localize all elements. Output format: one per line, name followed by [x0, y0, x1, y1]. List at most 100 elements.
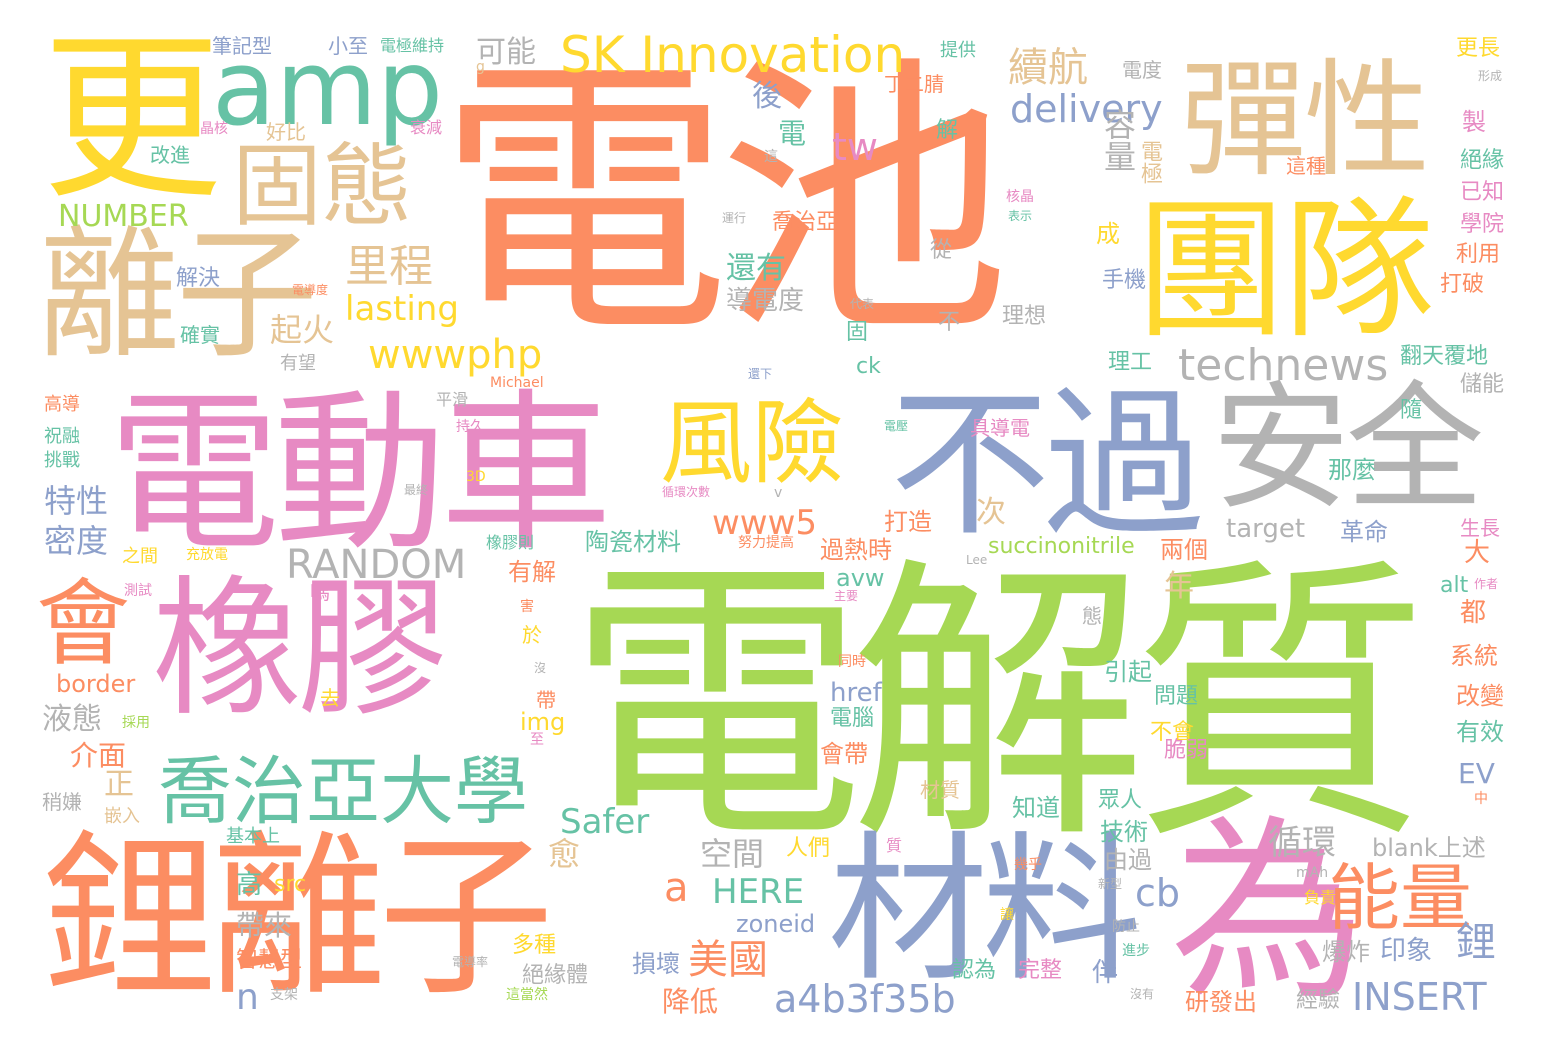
- word-gao: 高: [236, 870, 263, 900]
- word-xingcheng: 形成: [1478, 69, 1503, 83]
- word-jingyan: 經驗: [1296, 988, 1341, 1013]
- word-dianjiweichi: 電極維持: [380, 36, 445, 55]
- word-hou: 後: [752, 79, 782, 114]
- word-chijiu: 持久: [456, 419, 484, 435]
- word-haobi: 好比: [266, 120, 306, 144]
- word-dailai: 帶來: [236, 909, 293, 942]
- word-qiaozhiya: 喬治亞: [772, 210, 839, 235]
- word-nengliang: 能量: [1328, 856, 1473, 940]
- word-zhijian: 之間: [122, 546, 158, 567]
- word-zhong: 中: [1474, 791, 1488, 807]
- word-yougua: 由過: [1104, 846, 1152, 874]
- word-tongshi: 同時: [838, 654, 866, 670]
- word-tuandui: 團隊: [1135, 182, 1435, 359]
- word-shengzhang: 生長: [1460, 516, 1500, 540]
- word-buhui: 不會: [1150, 720, 1195, 745]
- word-nian: 年: [1164, 569, 1194, 604]
- word-zuizhong: 最終: [404, 483, 429, 497]
- word-lilizi: 鋰離子: [42, 815, 554, 1020]
- word-fantianfudi: 翻天覆地: [1400, 344, 1489, 369]
- word-v: v: [774, 485, 783, 501]
- word-ban: 伴: [1092, 958, 1119, 988]
- word-dian: 電: [778, 117, 807, 150]
- word-biaoshi: 表示: [1008, 209, 1033, 223]
- word-diandaolv: 電導率: [452, 955, 489, 969]
- word-kongjian: 空間: [700, 835, 765, 873]
- word-zoneid: zoneid: [736, 910, 816, 938]
- word-wanzheng: 完整: [1018, 958, 1063, 983]
- word-yizhi: 已知: [1460, 180, 1505, 205]
- word-sk-innovation: SK Innovation: [560, 26, 906, 84]
- word-michael: Michael: [490, 375, 544, 391]
- word-ligong: 理工: [1108, 350, 1153, 375]
- word-gaijin: 改進: [150, 143, 190, 167]
- word-avw: avw: [836, 564, 885, 592]
- word-buguo: 不過: [890, 371, 1204, 558]
- word-keneng: 可能: [476, 35, 536, 70]
- word-diandongche: 電動車: [108, 373, 612, 574]
- word-xunhuancishu: 循環次數: [662, 485, 711, 499]
- word-chongfangdian: 充放電: [186, 547, 228, 563]
- word-www5: www5: [712, 503, 818, 543]
- word-mei: 沒: [534, 661, 547, 675]
- word-dazao: 打造: [884, 508, 932, 536]
- word-yu2: 於: [522, 623, 542, 647]
- word-tanxing: 彈性: [1180, 47, 1430, 194]
- word-wwwphp: wwwphp: [368, 332, 543, 378]
- word-jinghe: 晶核: [200, 121, 228, 137]
- word-li: 鋰: [1456, 919, 1496, 965]
- word-midu: 密度: [44, 522, 109, 560]
- word-zhijia: 支架: [270, 987, 298, 1003]
- word-tai: 態: [1082, 604, 1102, 628]
- word-cuiruo: 脆弱: [1164, 738, 1209, 763]
- word-xiaozhi: 小至: [328, 34, 368, 58]
- word-yinqi: 引起: [1104, 658, 1152, 686]
- word-xiangjiao: 橡膠: [152, 563, 448, 737]
- word-jiangdi: 降低: [662, 985, 719, 1018]
- word-xuhang: 續航: [1008, 45, 1088, 91]
- word-judaodian: 具導電: [970, 416, 1030, 440]
- word-gaodao: 高導: [44, 394, 80, 415]
- word-dianchi: 電池: [438, 32, 1010, 372]
- word-baozha: 爆炸: [1322, 938, 1370, 966]
- word-sui: 隨: [1400, 398, 1423, 423]
- word-zhuyao: 主要: [834, 589, 859, 603]
- word-delivery: delivery: [1010, 87, 1163, 131]
- word-guoreshi: 過熱時: [820, 536, 892, 564]
- word-gengzhang: 更長: [1456, 36, 1501, 61]
- word-mah: mAh: [1296, 865, 1329, 881]
- word-number: NUMBER: [58, 199, 189, 234]
- word-zhidao: 知道: [1012, 794, 1060, 822]
- word-meiyou: 沒有: [1130, 987, 1155, 1001]
- word-huanxia: 還下: [748, 367, 773, 381]
- word-name: 那麼: [1328, 456, 1376, 484]
- word-fangzhi: 防止: [1112, 919, 1140, 935]
- word-jie: 解: [936, 118, 959, 143]
- word-zhezhong: 這種: [1286, 154, 1326, 178]
- word-dai: 帶: [536, 688, 556, 712]
- word-anquan: 安全: [1212, 368, 1484, 529]
- word-dianjiezhi: 電解質: [568, 533, 1428, 878]
- word-qu: 去: [320, 686, 340, 710]
- word-n: n: [236, 977, 259, 1018]
- word-target: target: [1226, 514, 1306, 544]
- word-ma: 嗎: [310, 580, 330, 604]
- word-jishu: 技術: [1100, 818, 1148, 846]
- word-src: src: [274, 872, 307, 897]
- word-technews: technews: [1178, 340, 1389, 391]
- word-jinbu: 進步: [1122, 943, 1150, 959]
- word-qihuo: 起火: [270, 311, 335, 349]
- word-gutai: 固態: [232, 134, 412, 239]
- word-geng: 更: [42, 15, 223, 224]
- word-hai: 害: [520, 599, 534, 615]
- word-zhe: 這: [764, 149, 778, 165]
- word-diandaodu: 電導度: [292, 283, 329, 297]
- word-gaibian: 改變: [1456, 682, 1504, 710]
- word-dianya: 電壓: [884, 419, 909, 433]
- word-yanfachu: 研發出: [1185, 988, 1257, 1016]
- word-texing: 特性: [44, 482, 109, 520]
- word-bu: 不: [938, 310, 961, 335]
- word-jiemian: 介面: [70, 739, 127, 772]
- word-renmen: 人們: [786, 836, 831, 861]
- word-3d: 3D: [466, 469, 486, 485]
